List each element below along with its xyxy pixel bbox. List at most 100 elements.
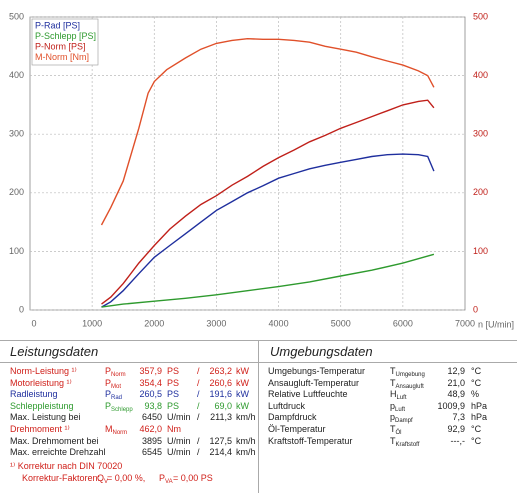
row-label: Luftdruck: [268, 400, 306, 411]
symbol: PVA: [159, 473, 173, 488]
note: ¹⁾ Korrektur nach DIN 70020: [10, 461, 123, 471]
symbol-main: P: [105, 366, 112, 376]
correction-value: = 0,00 %,: [107, 473, 146, 483]
y-tick-label: 200: [9, 187, 24, 197]
symbol-main: p: [390, 400, 396, 411]
symbol: QV: [97, 473, 108, 488]
symbol-sub: Umgebung: [395, 372, 425, 378]
symbol: PNorm: [105, 366, 126, 381]
symbol: TAnsaugluft: [390, 378, 424, 393]
x-tick-label: 2000: [144, 318, 164, 328]
symbol-sub: V: [104, 479, 109, 485]
y-tick-label: 400: [9, 70, 24, 80]
chart: n [U/min] 010020030040050001002003004005…: [9, 11, 514, 329]
unit: kW: [236, 377, 249, 388]
separator: /: [197, 412, 200, 422]
symbol-sub: Norm: [111, 372, 126, 378]
x-tick-label: 5000: [331, 318, 351, 328]
separator: /: [197, 366, 200, 376]
value: 357,9: [139, 366, 162, 376]
symbol: TUmgebung: [390, 366, 425, 381]
value: 354,4: [139, 377, 162, 388]
symbol-main: P: [105, 377, 112, 388]
value: 260,5: [139, 389, 162, 399]
symbol: MNorm: [105, 424, 127, 439]
x-tick-label: 3000: [206, 318, 226, 328]
symbol-sub: Dampf: [395, 418, 413, 424]
value: 93,8: [144, 400, 162, 411]
unit: U/min: [167, 412, 191, 422]
symbol-main: p: [390, 412, 396, 422]
symbol-main: P: [105, 400, 112, 411]
legend-entry: M-Norm [Nm]: [35, 52, 89, 62]
unit: km/h: [236, 447, 256, 457]
value: 260,6: [209, 377, 232, 388]
separator: /: [197, 435, 200, 446]
legend-box: [31, 18, 99, 66]
x-tick-label: 7000: [455, 318, 475, 328]
unit: PS: [167, 377, 180, 388]
x-tick-label: 0: [31, 318, 36, 328]
unit: °C: [471, 435, 482, 446]
value: 7,3: [452, 412, 465, 422]
unit: °C: [471, 377, 482, 388]
unit: kW: [236, 400, 249, 411]
symbol: pDampf: [390, 412, 413, 427]
value: 214,4: [209, 447, 232, 457]
unit: °C: [471, 424, 482, 434]
row-label: Drehmoment ¹⁾: [10, 424, 70, 434]
row-label: Öl-Temperatur: [268, 424, 326, 434]
unit: PS: [167, 389, 180, 399]
symbol-main: M: [105, 424, 113, 434]
separator: /: [197, 377, 200, 388]
row-label: Kraftstoff-Temperatur: [268, 435, 353, 446]
symbol: TKraftstoff: [390, 436, 419, 451]
symbol-main: H: [390, 389, 397, 399]
symbol: HLuft: [390, 389, 407, 404]
symbol-sub: VA: [165, 479, 173, 485]
unit: kW: [236, 366, 249, 376]
symbol-sub: Ansaugluft: [395, 383, 424, 390]
symbol-sub: Norm: [112, 430, 128, 436]
legend-entry: P-Schlepp [PS]: [35, 31, 96, 41]
unit: PS: [167, 400, 180, 411]
y2-tick-label: 400: [473, 70, 488, 80]
unit: PS: [167, 366, 180, 376]
divider: [258, 340, 259, 493]
value: 92,9: [447, 424, 465, 434]
separator: /: [197, 400, 200, 411]
x-axis-label: n [U/min]: [478, 319, 514, 329]
unit: Nm: [167, 424, 181, 434]
value: 127,5: [209, 435, 232, 446]
symbol-main: P: [105, 389, 112, 399]
separator: /: [197, 389, 200, 399]
x-tick-label: 6000: [393, 318, 413, 328]
y-tick-label: 100: [9, 246, 24, 256]
value: 69,0: [214, 400, 232, 411]
symbol-main: T: [390, 377, 396, 388]
y-tick-label: 0: [19, 304, 24, 314]
unit: %: [471, 389, 480, 399]
row-label: Max. Drehmoment bei: [10, 435, 99, 446]
unit: kW: [236, 389, 249, 399]
symbol-sub: Kraftstoff: [395, 441, 420, 448]
unit: hPa: [471, 400, 488, 411]
series-line: [100, 37, 435, 226]
symbol-main: T: [390, 366, 396, 376]
row-label: Motorleistung ¹⁾: [10, 377, 72, 388]
symbol-sub: Mot: [111, 383, 122, 390]
y2-tick-label: 0: [473, 304, 478, 314]
series-line: [101, 253, 435, 308]
unit: °C: [471, 366, 482, 376]
symbol-main: T: [390, 424, 396, 434]
row-label: Dampfdruck: [268, 412, 317, 422]
row-label: Ansaugluft-Temperatur: [268, 377, 360, 388]
symbol: PRad: [105, 389, 122, 404]
panel-title: Leistungsdaten: [10, 344, 99, 359]
unit: km/h: [236, 412, 256, 422]
symbol-main: Q: [97, 473, 105, 483]
panel-title: Umgebungsdaten: [270, 344, 373, 359]
value: 3895: [141, 435, 162, 446]
y2-tick-label: 500: [473, 11, 488, 21]
